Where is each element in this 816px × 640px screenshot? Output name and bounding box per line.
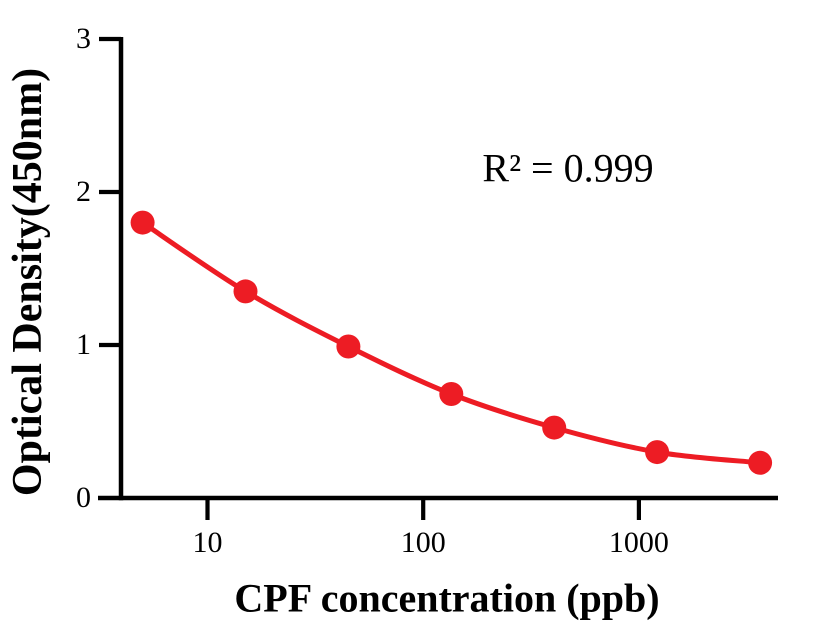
data-point xyxy=(645,440,670,465)
r-squared-annotation: R² = 0.999 xyxy=(482,145,654,191)
y-axis-title: Optical Density(450nm) xyxy=(5,67,51,497)
y-tick-label: 0 xyxy=(76,481,91,514)
data-point xyxy=(748,450,773,475)
y-tick-label: 1 xyxy=(76,328,91,361)
data-point xyxy=(439,382,464,406)
fit-curve xyxy=(141,220,761,466)
x-tick-label: 1000 xyxy=(608,526,669,559)
data-point xyxy=(130,210,155,235)
y-tick-label: 3 xyxy=(76,22,91,55)
data-point xyxy=(542,415,567,440)
y-tick-label: 2 xyxy=(76,175,91,208)
x-axis-title: CPF concentration (ppb) xyxy=(234,575,660,621)
data-point xyxy=(233,279,258,304)
x-tick-label: 100 xyxy=(400,526,446,559)
x-tick-label: 10 xyxy=(192,526,223,559)
data-point xyxy=(336,334,361,359)
